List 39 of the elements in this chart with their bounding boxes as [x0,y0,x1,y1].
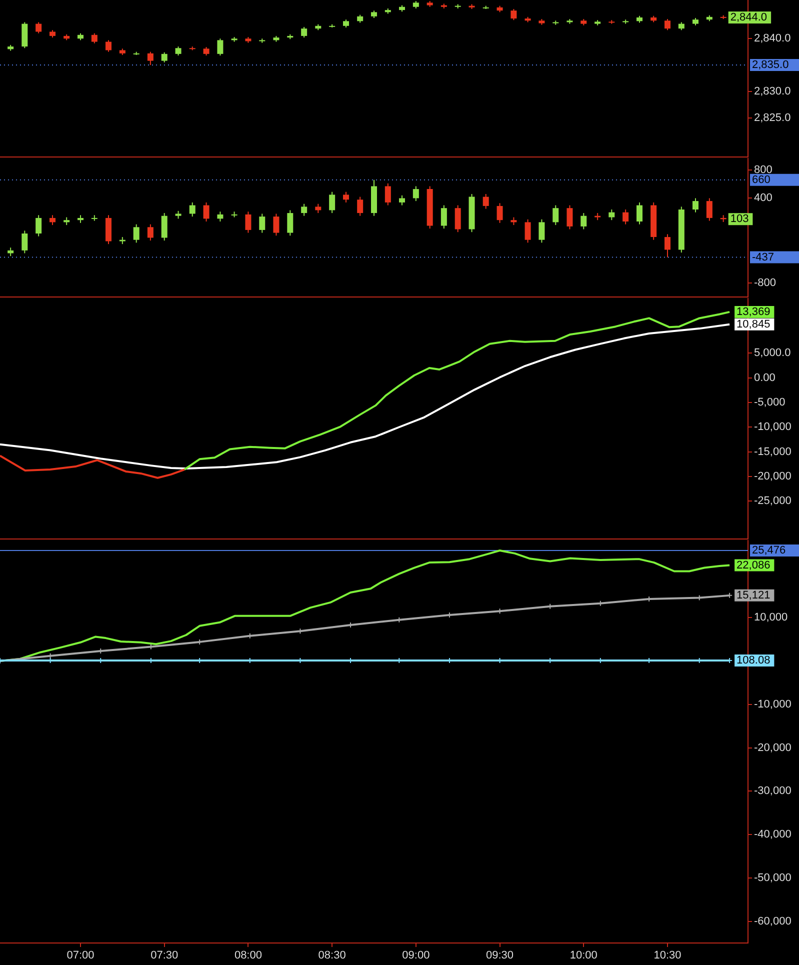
x-tick-label: 09:00 [402,950,430,962]
y-tick-label: -15,000 [754,446,792,458]
ref-line-label: 2,835.0 [752,59,789,72]
y-tick-label: 0.00 [754,372,776,384]
data-label: 15,121 [736,589,770,602]
data-label: 108.08 [736,654,770,667]
annotation: 103 [730,213,749,226]
y-tick-label: 2,825.0 [754,112,791,124]
ref-line-label: 25,476 [752,544,786,557]
ref-line-label: -437 [752,251,774,264]
y-tick-label: -10,000 [754,421,792,434]
y-tick-label: 400 [754,192,772,204]
y-tick-label: -40,000 [754,828,792,841]
x-tick-label: 07:00 [66,950,94,962]
x-tick-label: 10:30 [654,950,682,962]
annotation: 2,844.0 [730,11,768,24]
y-tick-label: -10,000 [754,698,792,710]
data-label: 13,369 [736,306,770,318]
y-tick-label: -50,000 [754,872,792,884]
y-tick-label: 2,840.0 [754,32,791,45]
y-tick-label: 2,830.0 [754,85,791,98]
x-tick-label: 07:30 [150,950,178,962]
y-tick-label: -20,000 [754,470,792,482]
y-tick-label: -25,000 [754,495,792,508]
y-tick-label: -20,000 [754,742,792,754]
x-tick-label: 10:00 [570,950,598,962]
y-tick-label: -60,000 [754,915,792,928]
data-label: 22,086 [736,559,770,572]
x-tick-label: 08:00 [234,950,262,962]
data-label: 10,845 [736,318,770,330]
y-tick-label: -800 [754,276,776,289]
ref-line-label: 660 [752,174,770,186]
x-tick-label: 08:30 [318,950,346,962]
y-tick-label: 5,000.0 [754,347,791,360]
y-tick-label: 10,000 [754,612,788,624]
y-tick-label: -5,000 [754,396,786,409]
y-tick-label: -30,000 [754,785,792,798]
x-tick-label: 09:30 [486,950,514,962]
y-tick-label: 800 [754,164,772,176]
